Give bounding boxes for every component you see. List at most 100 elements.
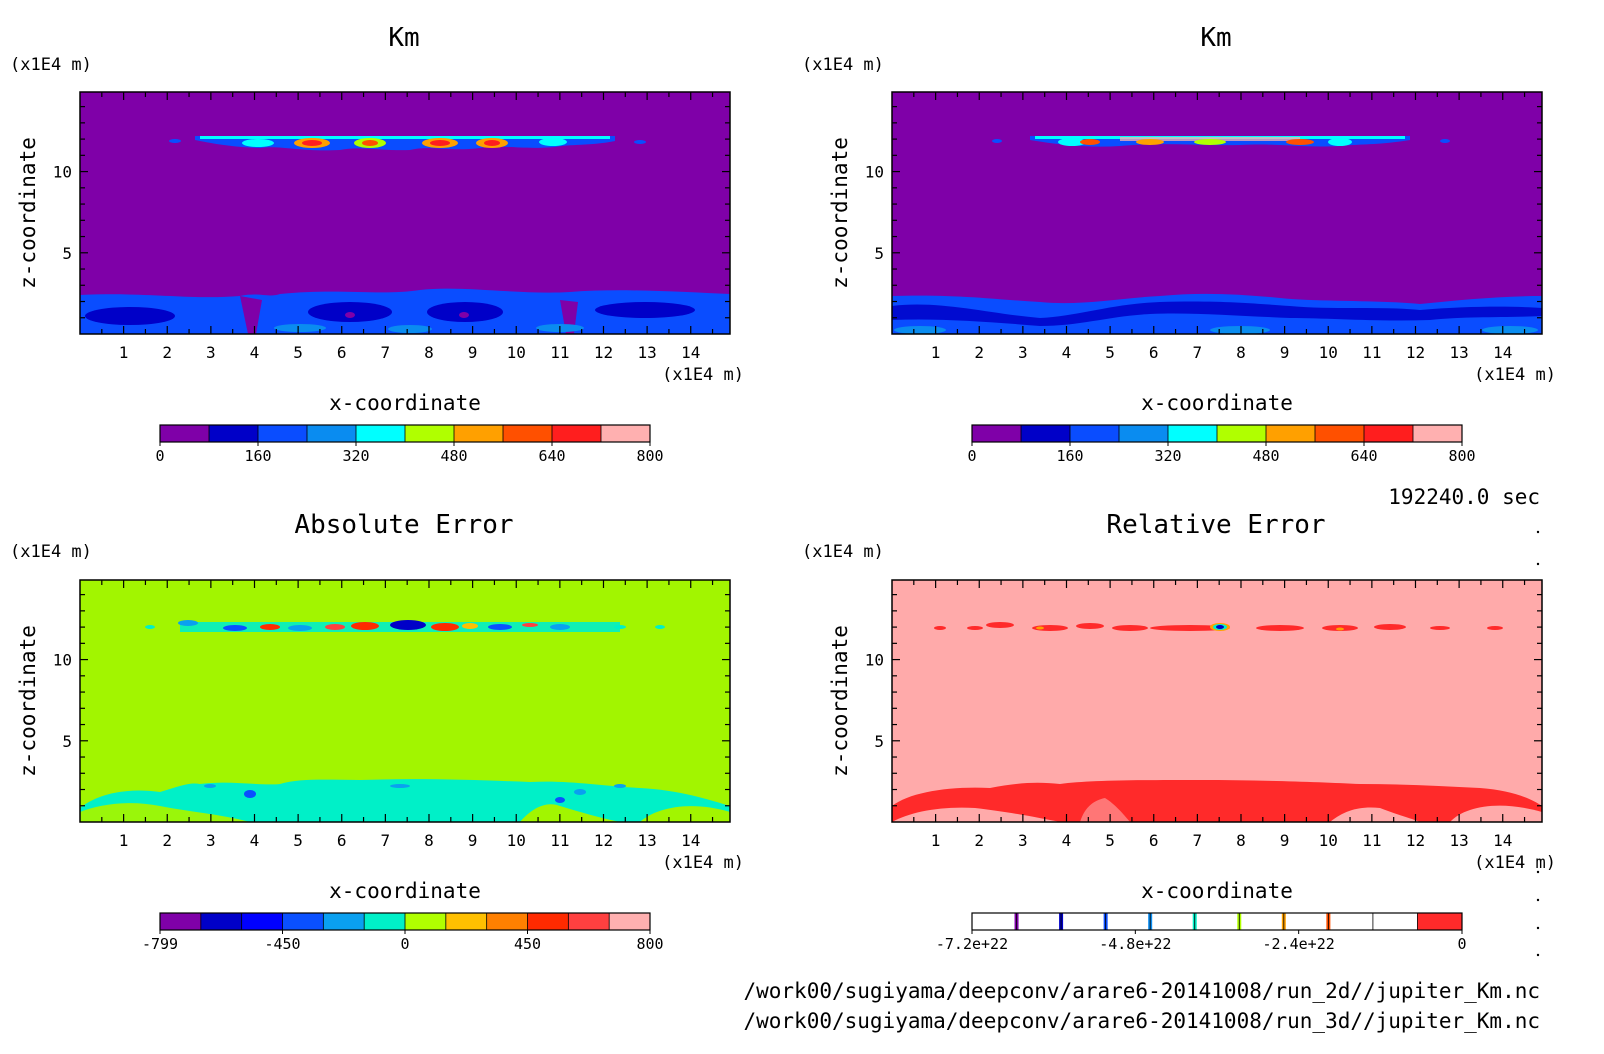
x-tick-label: 14 <box>681 343 700 362</box>
x-unit-label: (x1E4 m) <box>662 853 744 873</box>
x-tick-label: 5 <box>293 343 303 362</box>
x-tick-label: 6 <box>1149 831 1159 850</box>
x-tick-label: 13 <box>1449 343 1468 362</box>
x-tick-label: 9 <box>1280 343 1290 362</box>
boundary-gap <box>892 807 1060 822</box>
colorbar-tick-label: 800 <box>1448 447 1475 465</box>
upper-error-band <box>145 620 665 632</box>
x-tick-label: 12 <box>594 831 613 850</box>
axis-ticks <box>892 92 1542 334</box>
y-axis-label: z-coordinate <box>16 137 40 289</box>
boundary-gap <box>240 296 262 334</box>
colorbar-tick-label: 0 <box>400 935 409 953</box>
x-axis-label: x-coordinate <box>329 879 481 903</box>
colorbar-swatch <box>1328 913 1374 930</box>
colorbar-swatch <box>1417 913 1463 930</box>
x-tick-label: 10 <box>1319 831 1338 850</box>
x-tick-label: 1 <box>931 831 941 850</box>
colorbar-swatch <box>160 913 202 930</box>
colorbar-swatch <box>568 913 610 930</box>
boundary-eddy-core <box>345 312 355 318</box>
panel-title: Km <box>1200 23 1231 53</box>
colorbar-swatch <box>445 913 488 930</box>
x-tick-label: 13 <box>637 831 656 850</box>
x-tick-label: 7 <box>1193 343 1203 362</box>
x-tick-label: 8 <box>424 831 434 850</box>
colorbar-swatch <box>200 913 243 930</box>
y-tick-label: 10 <box>53 163 72 182</box>
y-axis-label: z-coordinate <box>16 625 40 777</box>
axis-ticks <box>80 92 730 334</box>
y-unit-label: (x1E4 m) <box>10 55 92 75</box>
colorbar-frame <box>971 912 1463 931</box>
x-tick-label: 9 <box>468 343 478 362</box>
boundary-gap <box>1080 798 1130 822</box>
boundary-eddy <box>892 301 1542 326</box>
colorbar-tick-label: 640 <box>1350 447 1377 465</box>
colorbar-tick-label: -7.2e+22 <box>936 935 1008 953</box>
x-tick-label: 6 <box>1149 343 1159 362</box>
y-tick-labels: 5 10 <box>865 651 884 751</box>
y-axis-label: z-coordinate <box>828 625 852 777</box>
colorbar-swatch <box>1016 913 1062 930</box>
colorbar-swatch <box>1266 425 1316 442</box>
colorbar-swatch <box>486 913 528 930</box>
y-unit-label: (x1E4 m) <box>10 542 92 562</box>
error-spot <box>390 784 410 788</box>
x-axis-label: x-coordinate <box>1141 879 1293 903</box>
x-tick-label: 10 <box>1319 343 1338 362</box>
y-tick-label: 10 <box>865 651 884 670</box>
file-path-line: /work00/sugiyama/deepconv/arare6-2014100… <box>743 979 1540 1003</box>
x-tick-label: 11 <box>550 343 569 362</box>
boundary-patch <box>1210 326 1270 334</box>
x-tick-label: 11 <box>1362 343 1381 362</box>
y-tick-label: 5 <box>62 732 72 751</box>
y-tick-label: 5 <box>874 244 884 263</box>
colorbar-tick-label: 640 <box>538 447 565 465</box>
x-tick-label: 2 <box>162 343 172 362</box>
file-path-line: /work00/sugiyama/deepconv/arare6-2014100… <box>743 1009 1540 1033</box>
y-tick-labels: 5 10 <box>865 163 884 263</box>
plot-area <box>891 579 1543 823</box>
boundary-eddy <box>427 302 503 322</box>
field-background <box>892 92 1542 334</box>
axis-ticks <box>892 580 1542 822</box>
colorbar-swatch <box>364 913 406 930</box>
colorbar-tick-label: 480 <box>1252 447 1279 465</box>
colorbar-swatch <box>1105 913 1151 930</box>
colorbar-swatch <box>1194 913 1240 930</box>
colorbar-tick-label: 320 <box>1154 447 1181 465</box>
colorbar-swatch <box>527 913 569 930</box>
colorbar-tick-label: 0 <box>967 447 976 465</box>
y-unit-label: (x1E4 m) <box>802 55 884 75</box>
x-tick-label: 11 <box>1362 831 1381 850</box>
error-spot <box>204 784 216 788</box>
boundary-eddy <box>595 302 695 318</box>
time-label: 192240.0 sec <box>1388 485 1540 509</box>
x-tick-label: 14 <box>1493 343 1512 362</box>
panel-km-left: Km (x1E4 m) <box>10 23 744 465</box>
x-tick-label: 10 <box>507 831 526 850</box>
x-tick-label: 12 <box>1406 343 1425 362</box>
colorbar: -7.2e+22 -4.8e+22 -2.4e+22 0 <box>936 912 1467 953</box>
boundary-patch <box>1482 326 1538 334</box>
x-tick-label: 9 <box>1280 831 1290 850</box>
upper-error-band <box>934 622 1503 631</box>
x-tick-label: 3 <box>1018 831 1028 850</box>
y-tick-label: 5 <box>874 732 884 751</box>
x-tick-label: 2 <box>162 831 172 850</box>
colorbar-swatch <box>1217 425 1267 442</box>
colorbar: -799 -450 0 450 800 <box>142 912 664 953</box>
y-tick-labels: 5 10 <box>53 163 72 263</box>
colorbar-tick-label: -4.8e+22 <box>1099 935 1171 953</box>
y-axis-label: z-coordinate <box>828 137 852 289</box>
boundary-gap <box>520 804 620 822</box>
x-unit-label: (x1E4 m) <box>662 365 744 385</box>
error-spot <box>555 797 565 803</box>
plot-area <box>79 579 731 823</box>
boundary-patch <box>280 790 340 822</box>
x-tick-label: 10 <box>507 343 526 362</box>
x-tick-label: 14 <box>681 831 700 850</box>
colorbar-swatch <box>972 913 1018 930</box>
x-tick-labels: 1 2 3 4 5 6 7 8 9 10 11 12 13 14 <box>931 831 1513 850</box>
